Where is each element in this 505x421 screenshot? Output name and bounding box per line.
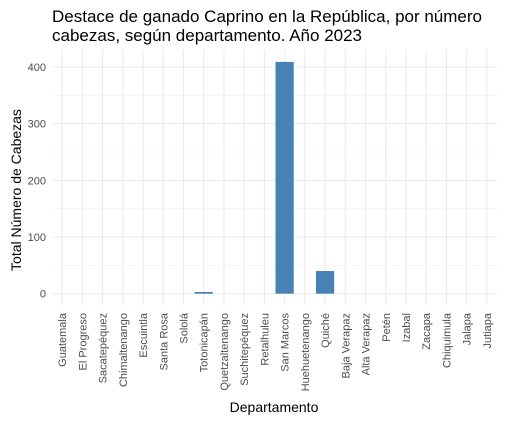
bar-quiché <box>315 271 335 294</box>
x-tick-label: Escuintla <box>138 312 150 358</box>
x-tick-label: Zacapa <box>421 312 433 350</box>
y-tick-label: 300 <box>28 119 46 131</box>
x-tick-label: Retalhuleu <box>259 313 271 366</box>
x-tick-label: Suchitepéquez <box>239 313 251 386</box>
y-tick-label: 100 <box>28 232 46 244</box>
x-tick-label: Petén <box>381 313 393 342</box>
x-tick-label: Jutiapa <box>482 312 494 348</box>
x-tick-label: Alta Verapaz <box>361 313 373 375</box>
x-tick-label: Jalapa <box>462 312 474 345</box>
x-tick-label: Sololá <box>178 312 190 343</box>
x-axis-ticks: Guatemala El Progreso Sacatepéquez Chimalte… <box>57 312 494 391</box>
x-tick-label: Quetzaltenango <box>219 313 231 391</box>
x-tick-label: San Marcos <box>280 313 292 372</box>
x-tick-label: Chimaltenango <box>118 313 130 387</box>
x-tick-label: Santa Rosa <box>158 312 170 370</box>
chart-title: Destace de ganado Caprino en la Repúblic… <box>52 7 482 45</box>
x-tick-label: Huehuetenango <box>300 313 312 391</box>
x-tick-label: Sacatepéquez <box>98 313 110 383</box>
bar-san-marcos <box>275 61 294 294</box>
y-tick-label: 200 <box>28 175 46 187</box>
x-tick-label: Quiché <box>320 313 332 348</box>
x-tick-label: Guatemala <box>57 312 69 367</box>
x-axis-title: Departamento <box>230 399 319 415</box>
bar-totonicapán <box>194 291 213 294</box>
y-tick-label: 0 <box>40 289 46 301</box>
y-axis-title: Total Número de Cabezas <box>8 109 24 271</box>
x-tick-label: Totonicapán <box>199 313 211 372</box>
x-tick-label: Chiquimula <box>441 312 453 368</box>
x-tick-label: Baja Verapaz <box>340 313 352 378</box>
bars <box>194 61 335 294</box>
y-tick-label: 400 <box>28 62 46 74</box>
grid-lines <box>52 50 497 305</box>
y-axis-ticks: 0 100 200 300 400 <box>28 62 46 301</box>
x-tick-label: El Progreso <box>77 313 89 370</box>
x-tick-label: Izabal <box>401 313 413 342</box>
